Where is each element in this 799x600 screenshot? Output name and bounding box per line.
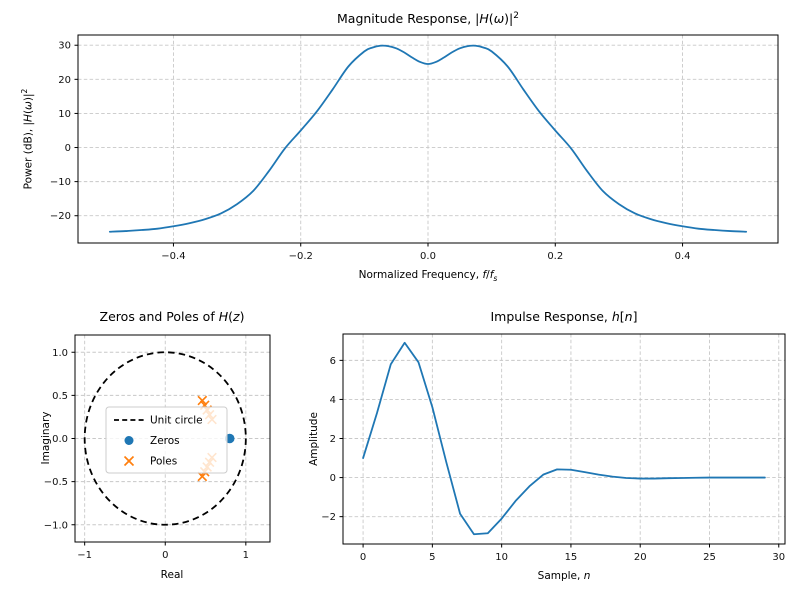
polezero-xlabel: Real [160, 569, 184, 581]
x-tick-label: 0.2 [547, 251, 563, 262]
x-tick-label: 20 [634, 552, 647, 563]
x-tick-label: 10 [495, 552, 508, 563]
y-tick-label: 0 [65, 143, 71, 154]
y-tick-label: 0.5 [52, 391, 68, 402]
x-tick-label: 15 [565, 552, 578, 563]
y-tick-label: 4 [330, 395, 336, 406]
impulse-ylabel: Amplitude [308, 412, 320, 466]
polezero-title: Zeros and Poles of H(z) [99, 309, 245, 324]
axes-spines [342, 333, 786, 545]
y-tick-label: −0.5 [44, 477, 68, 488]
pole-zero-axes: −1 0 1 1.0 0.5 0.0 −0.5 −1.0 Unit circle Zeros Pol… [44, 334, 271, 561]
y-tick-label: −20 [50, 211, 71, 222]
x-tick-label: 30 [772, 552, 785, 563]
y-tick-label: −10 [50, 177, 71, 188]
legend-x-sample [123, 455, 135, 467]
x-tick-label: 1 [243, 550, 249, 561]
legend-label: Poles [150, 456, 177, 468]
legend-box [105, 406, 228, 474]
legend-label: Zeros [150, 435, 180, 447]
x-tick-label: 5 [429, 552, 435, 563]
magnitude-title: Magnitude Response, |H(ω)|2 [337, 11, 519, 27]
y-tick-label: 1.0 [52, 348, 68, 359]
x-tick-label: 0.0 [420, 251, 436, 262]
y-tick-label: 30 [58, 41, 71, 52]
pole-marker [197, 395, 208, 406]
y-tick-label: −1.0 [44, 520, 68, 531]
y-tick-label: −2 [321, 512, 336, 523]
y-tick-label: 20 [58, 75, 71, 86]
unit-circle [83, 351, 247, 526]
impulse-response-curve [362, 341, 766, 536]
x-tick-label: 0 [360, 552, 366, 563]
x-tick-label: −1 [77, 550, 92, 561]
y-tick-label: 0 [330, 473, 336, 484]
y-tick-label: 10 [58, 109, 71, 120]
x-tick-label: 0 [162, 550, 168, 561]
y-tick-label: 0.0 [52, 434, 68, 445]
legend: Unit circle Zeros Poles [105, 406, 228, 474]
impulse-title: Impulse Response, h[n] [490, 309, 638, 324]
y-tick-label: 2 [330, 434, 336, 445]
legend-label: Unit circle [150, 415, 203, 427]
magnitude-xlabel: Normalized Frequency, f/fs [358, 269, 498, 284]
pole-marker [197, 471, 208, 482]
x-tick-label: −0.2 [289, 251, 313, 262]
polezero-ylabel: Imaginary [40, 411, 52, 465]
x-tick-label: 0.4 [675, 251, 691, 262]
x-tick-label: −0.4 [161, 251, 185, 262]
legend-circle-sample [124, 436, 134, 445]
x-tick-label: 25 [703, 552, 716, 563]
y-tick-label: 6 [330, 356, 336, 367]
magnitude-response-curve [108, 44, 748, 233]
magnitude-ylabel: Power (dB), |H(ω)|2 [19, 88, 35, 190]
impulse-xlabel: Sample, n [537, 570, 591, 582]
magnitude-response-axes: −0.4 −0.2 0.0 0.2 0.4 30 20 10 0 −10 −20 [50, 34, 779, 262]
